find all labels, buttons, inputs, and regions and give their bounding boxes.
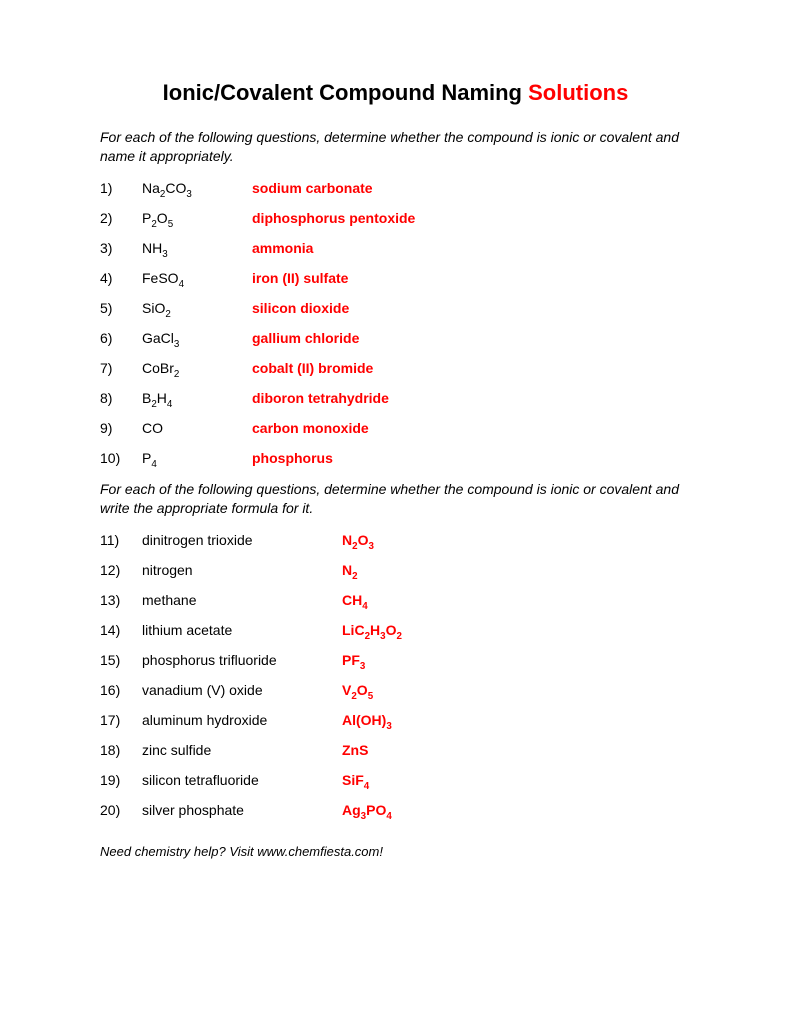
compound-name: silver phosphate (142, 802, 342, 818)
compound-formula: B2H4 (142, 390, 252, 406)
compound-formula-answer: PF3 (342, 652, 365, 668)
title-solutions: Solutions (528, 80, 628, 105)
section-2: 11)dinitrogen trioxideN2O312)nitrogenN21… (100, 532, 691, 818)
compound-formula-answer: CH4 (342, 592, 368, 608)
compound-name: dinitrogen trioxide (142, 532, 342, 548)
compound-formula-answer: Ag3PO4 (342, 802, 392, 818)
question-number: 13) (100, 592, 142, 608)
question-row: 5)SiO2silicon dioxide (100, 300, 691, 316)
question-number: 14) (100, 622, 142, 638)
compound-name-answer: gallium chloride (252, 330, 359, 346)
question-number: 12) (100, 562, 142, 578)
question-number: 19) (100, 772, 142, 788)
question-row: 15)phosphorus trifluoridePF3 (100, 652, 691, 668)
compound-name: nitrogen (142, 562, 342, 578)
question-number: 17) (100, 712, 142, 728)
compound-name-answer: silicon dioxide (252, 300, 349, 316)
question-number: 9) (100, 420, 142, 436)
page: Ionic/Covalent Compound Naming Solutions… (0, 0, 791, 902)
footer-note: Need chemistry help? Visit www.chemfiest… (100, 844, 691, 859)
compound-name: aluminum hydroxide (142, 712, 342, 728)
compound-name-answer: ammonia (252, 240, 313, 256)
section-1: 1)Na2CO3sodium carbonate 2)P2O5diphosphor… (100, 180, 691, 466)
question-number: 16) (100, 682, 142, 698)
compound-formula: FeSO4 (142, 270, 252, 286)
compound-formula: CoBr2 (142, 360, 252, 376)
question-number: 7) (100, 360, 142, 376)
compound-name-answer: iron (II) sulfate (252, 270, 348, 286)
compound-name-answer: sodium carbonate (252, 180, 373, 196)
question-row: 1)Na2CO3sodium carbonate (100, 180, 691, 196)
question-number: 8) (100, 390, 142, 406)
compound-name: phosphorus trifluoride (142, 652, 342, 668)
question-row: 11)dinitrogen trioxideN2O3 (100, 532, 691, 548)
question-row: 20)silver phosphateAg3PO4 (100, 802, 691, 818)
question-number: 3) (100, 240, 142, 256)
question-number: 10) (100, 450, 142, 466)
question-row: 18)zinc sulfideZnS (100, 742, 691, 758)
compound-name: zinc sulfide (142, 742, 342, 758)
question-number: 20) (100, 802, 142, 818)
question-number: 18) (100, 742, 142, 758)
question-row: 12)nitrogenN2 (100, 562, 691, 578)
compound-formula: P4 (142, 450, 252, 466)
instructions-1: For each of the following questions, det… (100, 128, 691, 166)
compound-formula: Na2CO3 (142, 180, 252, 196)
question-number: 5) (100, 300, 142, 316)
compound-name: lithium acetate (142, 622, 342, 638)
title-prefix: Ionic/Covalent Compound Naming (163, 80, 528, 105)
question-number: 1) (100, 180, 142, 196)
question-row: 17)aluminum hydroxideAl(OH)3 (100, 712, 691, 728)
compound-formula-answer: N2 (342, 562, 358, 578)
compound-name-answer: phosphorus (252, 450, 333, 466)
compound-name: silicon tetrafluoride (142, 772, 342, 788)
compound-formula-answer: LiC2H3O2 (342, 622, 402, 638)
question-number: 6) (100, 330, 142, 346)
question-number: 2) (100, 210, 142, 226)
question-row: 14)lithium acetateLiC2H3O2 (100, 622, 691, 638)
question-row: 7)CoBr2cobalt (II) bromide (100, 360, 691, 376)
compound-formula-answer: Al(OH)3 (342, 712, 392, 728)
compound-formula: SiO2 (142, 300, 252, 316)
question-number: 11) (100, 532, 142, 548)
compound-formula: GaCl3 (142, 330, 252, 346)
question-row: 6)GaCl3gallium chloride (100, 330, 691, 346)
question-row: 4)FeSO4iron (II) sulfate (100, 270, 691, 286)
compound-name-answer: carbon monoxide (252, 420, 369, 436)
question-row: 10)P4phosphorus (100, 450, 691, 466)
question-row: 3)NH3ammonia (100, 240, 691, 256)
compound-formula-answer: SiF4 (342, 772, 369, 788)
compound-formula: NH3 (142, 240, 252, 256)
question-row: 2)P2O5diphosphorus pentoxide (100, 210, 691, 226)
compound-name-answer: diboron tetrahydride (252, 390, 389, 406)
compound-formula: P2O5 (142, 210, 252, 226)
question-number: 4) (100, 270, 142, 286)
question-row: 16)vanadium (V) oxideV2O5 (100, 682, 691, 698)
compound-name: vanadium (V) oxide (142, 682, 342, 698)
question-row: 19)silicon tetrafluorideSiF4 (100, 772, 691, 788)
compound-name: methane (142, 592, 342, 608)
compound-formula-answer: N2O3 (342, 532, 374, 548)
compound-name-answer: diphosphorus pentoxide (252, 210, 415, 226)
question-row: 13)methaneCH4 (100, 592, 691, 608)
question-row: 9)COcarbon monoxide (100, 420, 691, 436)
page-title: Ionic/Covalent Compound Naming Solutions (100, 80, 691, 106)
question-row: 8)B2H4diboron tetrahydride (100, 390, 691, 406)
compound-formula-answer: V2O5 (342, 682, 373, 698)
instructions-2: For each of the following questions, det… (100, 480, 691, 518)
compound-formula-answer: ZnS (342, 742, 368, 758)
compound-name-answer: cobalt (II) bromide (252, 360, 373, 376)
question-number: 15) (100, 652, 142, 668)
compound-formula: CO (142, 420, 252, 436)
